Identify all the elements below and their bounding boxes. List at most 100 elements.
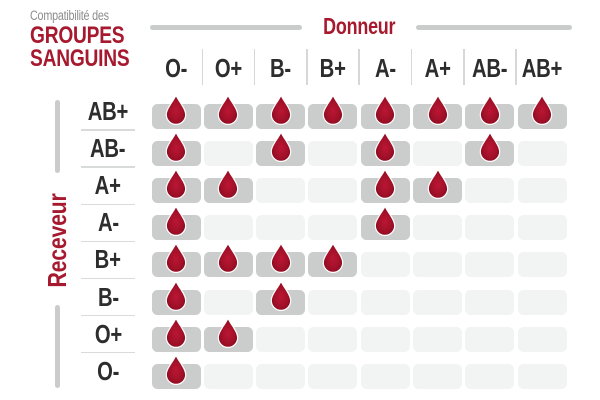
cell-empty-bg <box>256 326 306 352</box>
grid-cell-O--from-AB+ <box>516 353 568 390</box>
row-separator <box>81 351 135 354</box>
title-line-sanguins: SANGUINS <box>30 45 130 72</box>
grid-cell-O--from-B+ <box>307 353 359 390</box>
blood-drop-icon <box>165 355 187 385</box>
grid-cell-AB+-from-B- <box>255 93 307 130</box>
grid-cell-B+-from-AB- <box>464 241 516 278</box>
blood-drop-icon <box>427 169 448 200</box>
grid-cell-B+-from-B- <box>255 241 307 278</box>
grid-cell-O+-from-A- <box>359 316 411 353</box>
donor-header-O-: O- <box>150 52 202 84</box>
grid-cell-A+-from-O+ <box>202 167 254 204</box>
cell-empty-bg <box>413 326 462 352</box>
blood-drop-icon <box>374 169 396 200</box>
blood-drop-icon <box>531 95 553 126</box>
receiver-axis-line-bottom <box>55 305 60 388</box>
donor-axis-label: Donneur <box>323 13 396 39</box>
receiver-header-O-: O- <box>78 353 138 390</box>
cell-empty-bg <box>256 178 306 204</box>
receiver-header-label: B+ <box>94 244 122 275</box>
grid-cell-A+-from-A- <box>359 167 411 204</box>
grid-cell-A+-from-B- <box>255 167 307 204</box>
grid-cell-A--from-B- <box>255 204 307 241</box>
grid-cell-AB--from-B+ <box>307 130 359 167</box>
cell-empty-bg <box>413 141 462 167</box>
title-kicker: Compatibilité des <box>30 8 109 23</box>
blood-drop-icon <box>165 132 187 163</box>
cell-empty-bg <box>517 141 567 167</box>
blood-drop-icon <box>270 280 291 311</box>
cell-empty-bg <box>465 252 515 278</box>
cell-empty-bg <box>465 178 515 204</box>
cell-empty-bg <box>465 363 515 389</box>
grid-cell-B--from-A- <box>359 279 411 316</box>
grid-cell-A+-from-A+ <box>412 167 464 204</box>
grid-cell-B--from-AB+ <box>516 279 568 316</box>
cell-empty-bg <box>203 141 253 167</box>
donor-header-AB-: AB- <box>464 52 516 84</box>
grid-cell-B+-from-A- <box>359 241 411 278</box>
cell-empty-bg <box>465 215 515 241</box>
grid-cell-A--from-A+ <box>412 204 464 241</box>
donor-header-label: A- <box>374 52 396 83</box>
blood-drop-icon <box>217 95 239 126</box>
grid-cell-B--from-A+ <box>412 279 464 316</box>
grid-cell-AB--from-AB+ <box>516 130 568 167</box>
cell-empty-bg <box>256 215 306 241</box>
cell-empty-bg <box>413 252 462 278</box>
grid-cell-AB--from-AB- <box>464 130 516 167</box>
donor-header-B+: B+ <box>307 52 359 84</box>
donor-header-A-: A- <box>359 52 411 84</box>
cell-empty-bg <box>465 289 515 315</box>
blood-drop-icon <box>374 95 396 126</box>
cell-empty-bg <box>308 141 358 167</box>
donor-header-B-: B- <box>255 52 307 84</box>
column-separator <box>253 49 256 85</box>
cell-empty-bg <box>308 178 358 204</box>
blood-drop-icon <box>165 206 187 237</box>
receiver-header-label: O- <box>96 355 120 386</box>
donor-header-O+: O+ <box>202 52 254 84</box>
grid-cell-AB+-from-A- <box>359 93 411 130</box>
grid-cell-B+-from-O- <box>150 241 202 278</box>
grid-cell-AB--from-B- <box>255 130 307 167</box>
cell-empty-bg <box>256 363 306 389</box>
grid-cell-AB+-from-O- <box>150 93 202 130</box>
donor-axis-line-right <box>416 25 572 30</box>
receiver-header-label: A+ <box>94 170 122 201</box>
grid-cell-B+-from-O+ <box>202 241 254 278</box>
blood-drop-icon <box>479 132 501 163</box>
cell-empty-bg <box>203 215 253 241</box>
grid-cell-AB+-from-AB+ <box>516 93 568 130</box>
grid-cell-AB--from-O+ <box>202 130 254 167</box>
row-separator <box>81 166 135 168</box>
cell-empty-bg <box>517 252 567 278</box>
cell-empty-bg <box>308 215 358 241</box>
grid-cell-O+-from-AB- <box>464 316 516 353</box>
receiver-axis-line-top <box>55 100 60 173</box>
row-separator <box>81 240 135 243</box>
cell-empty-bg <box>360 363 410 389</box>
donor-axis-line-left <box>150 25 302 30</box>
blood-drop-icon <box>270 243 291 274</box>
blood-drop-icon <box>165 95 187 126</box>
receiver-header-B-: B- <box>78 279 138 316</box>
grid-cell-A+-from-AB- <box>464 167 516 204</box>
cell-empty-bg <box>308 363 358 389</box>
receiver-header-label: B- <box>97 281 119 312</box>
title-line-groupes: GROUPES <box>30 22 125 49</box>
blood-drop-icon <box>374 206 396 237</box>
grid-cell-B--from-B+ <box>307 279 359 316</box>
grid-cell-A--from-AB- <box>464 204 516 241</box>
grid-cell-AB--from-A+ <box>412 130 464 167</box>
grid-cell-AB+-from-O+ <box>202 93 254 130</box>
cell-empty-bg <box>413 215 462 241</box>
receiver-header-label: A- <box>97 207 119 238</box>
grid-cell-AB+-from-AB- <box>464 93 516 130</box>
blood-drop-icon <box>217 317 239 348</box>
title-block: Compatibilité des GROUPES SANGUINS <box>30 7 154 72</box>
grid-cell-O--from-A- <box>359 353 411 390</box>
blood-drop-icon <box>479 95 501 126</box>
cell-empty-bg <box>203 363 253 389</box>
receiver-header-label: O+ <box>94 318 122 349</box>
